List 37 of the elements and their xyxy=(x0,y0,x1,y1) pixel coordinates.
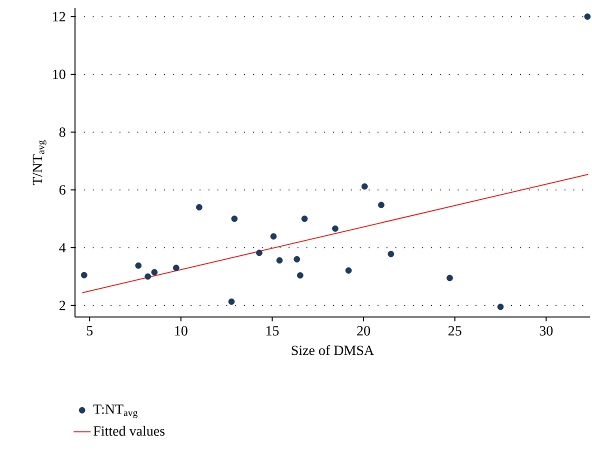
x-tick-label: 20 xyxy=(357,326,370,336)
point xyxy=(378,202,384,208)
point xyxy=(172,264,180,272)
point xyxy=(196,204,202,210)
point xyxy=(361,183,368,190)
point xyxy=(256,250,262,256)
x-tick-label: 15 xyxy=(266,326,279,336)
x-tick-label: 30 xyxy=(540,326,553,336)
point xyxy=(301,216,308,222)
y-tick-label: 2 xyxy=(59,300,66,310)
y-tick-label: 6 xyxy=(59,185,66,195)
point xyxy=(80,272,88,278)
y-tick-label: 12 xyxy=(53,12,66,22)
point xyxy=(345,267,352,274)
legend-label: Fitted values xyxy=(94,426,165,436)
x-tick-label: 10 xyxy=(175,326,188,336)
y-tick-label: 10 xyxy=(53,70,66,80)
point xyxy=(294,256,300,262)
point xyxy=(388,250,394,258)
x-tick-label: 5 xyxy=(86,326,93,336)
point xyxy=(497,304,504,310)
x-axis-title: Size of DMSA xyxy=(292,345,374,356)
x-tick-label: 25 xyxy=(448,326,462,336)
point xyxy=(151,269,158,276)
legend-label: T:NT$_{avg}$ xyxy=(93,404,138,418)
point xyxy=(144,273,152,280)
point xyxy=(231,216,238,222)
point xyxy=(332,225,338,232)
point xyxy=(446,274,453,282)
point xyxy=(270,233,277,240)
y-axis-title: T/NT$_{avg}$ xyxy=(32,140,46,186)
point xyxy=(276,257,283,264)
y-tick-label: 8 xyxy=(59,127,66,137)
y-tick-label: 4 xyxy=(59,243,66,252)
point xyxy=(296,272,304,279)
point xyxy=(228,298,235,305)
point xyxy=(135,262,142,269)
